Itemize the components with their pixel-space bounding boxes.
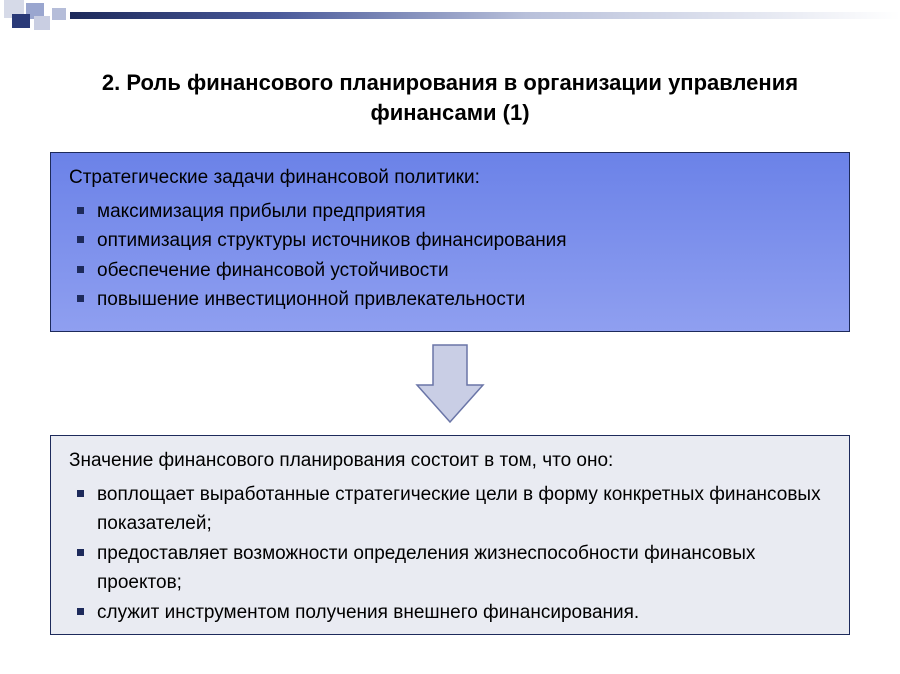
planning-meaning-list: воплощает выработанные стратегические це… (69, 480, 831, 627)
list-item: воплощает выработанные стратегические це… (69, 480, 831, 539)
planning-meaning-heading: Значение финансового планирования состои… (69, 450, 831, 472)
slide-title: 2. Роль финансового планирования в орган… (60, 68, 840, 127)
deco-square (34, 16, 50, 30)
list-item: обеспечение финансовой устойчивости (69, 256, 831, 285)
list-item: предоставляет возможности определения жи… (69, 539, 831, 598)
down-arrow-icon (415, 340, 485, 425)
deco-square (52, 8, 66, 20)
deco-square (12, 14, 30, 28)
header-decoration (0, 0, 900, 30)
list-item: повышение инвестиционной привлекательнос… (69, 285, 831, 314)
strategic-tasks-heading: Стратегические задачи финансовой политик… (69, 167, 831, 189)
strategic-tasks-list: максимизация прибыли предприятия оптимиз… (69, 197, 831, 315)
header-gradient-bar (70, 12, 900, 19)
list-item: оптимизация структуры источников финанси… (69, 226, 831, 255)
strategic-tasks-box: Стратегические задачи финансовой политик… (50, 152, 850, 332)
list-item: максимизация прибыли предприятия (69, 197, 831, 226)
list-item: служит инструментом получения внешнего ф… (69, 598, 831, 627)
planning-meaning-box: Значение финансового планирования состои… (50, 435, 850, 635)
